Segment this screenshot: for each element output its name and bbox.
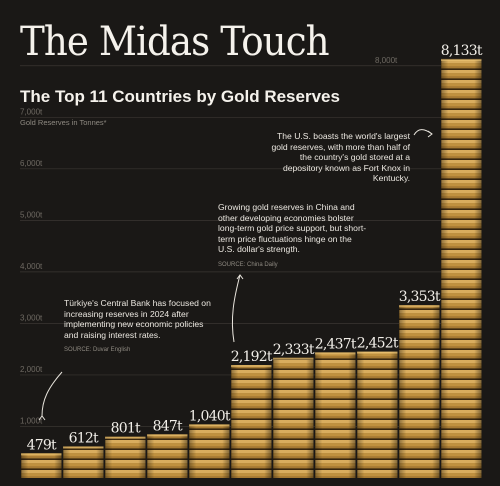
chart-title: The Midas Touch <box>20 19 330 65</box>
y-tick-label: 7,000t <box>20 107 43 116</box>
bar <box>189 424 230 478</box>
bar <box>21 453 62 478</box>
bar-value-label: 1,040t <box>189 408 231 424</box>
y-tick-label: 2,000t <box>20 365 43 374</box>
bar-value-label: 2,437t <box>315 336 357 352</box>
bar-value-label: 801t <box>111 421 141 437</box>
bar-value-label: 8,133t <box>441 43 483 59</box>
annotation-turkiye-text: Türkiye's Central Bank has focused on in… <box>64 298 211 340</box>
y-tick-label: 4,000t <box>20 262 43 271</box>
annotation-arrow <box>413 129 433 138</box>
y-axis-label: Gold Reserves in Tonnes* <box>20 118 107 127</box>
bar <box>315 352 356 478</box>
bar <box>63 446 104 478</box>
annotation-usa-text: The U.S. boasts the world's largest gold… <box>271 131 410 183</box>
bar <box>399 305 440 478</box>
bar-value-label: 2,333t <box>273 342 315 358</box>
annotation-turkiye: Türkiye's Central Bank has focused on in… <box>64 298 212 356</box>
bar <box>231 365 272 478</box>
bar-value-label: 612t <box>69 430 99 446</box>
annotation-china-text: Growing gold reserves in China and other… <box>218 202 367 254</box>
bar <box>441 58 482 479</box>
bar-value-label: 3,353t <box>399 289 441 305</box>
y-tick-label: 1,000t <box>20 416 43 425</box>
annotation-arrow <box>231 274 244 343</box>
y-tick-label: 6,000t <box>20 159 43 168</box>
annotation-arrow <box>38 371 63 421</box>
bar <box>273 357 314 478</box>
bar <box>147 434 188 478</box>
bar <box>357 351 398 478</box>
annotation-china-source: SOURCE: China Daily <box>218 261 278 268</box>
chart-subtitle: The Top 11 Countries by Gold Reserves <box>20 87 340 106</box>
bar-value-label: 2,192t <box>231 349 273 365</box>
bar <box>105 436 146 478</box>
annotation-turkiye-source: SOURCE: Duvar English <box>64 347 131 353</box>
bar-value-label: 2,452t <box>357 336 399 352</box>
bar-value-label: 479t <box>27 437 57 453</box>
annotation-usa: The U.S. boasts the world's largest gold… <box>262 131 410 184</box>
y-tick-label: 5,000t <box>20 210 43 219</box>
y-tick-label: 8,000t <box>375 56 398 65</box>
y-tick-label: 3,000t <box>20 313 43 322</box>
annotation-china: Growing gold reserves in China and other… <box>218 202 368 270</box>
bar-value-label: 847t <box>153 418 183 434</box>
